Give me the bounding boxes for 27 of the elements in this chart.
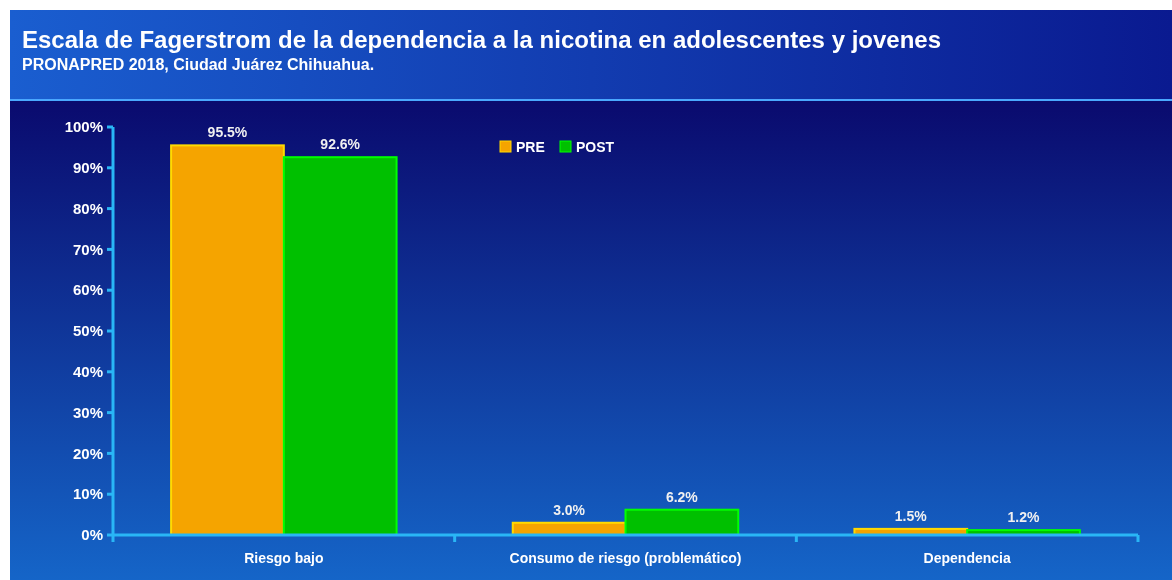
chart-title: Escala de Fagerstrom de la dependencia a la nicotina en adolescentes y jovenes [22, 26, 942, 53]
bar [282, 156, 398, 536]
data-label: 92.6% [320, 136, 361, 153]
y-tick-label: 50% [72, 322, 103, 340]
y-tick-label: 40% [72, 363, 103, 381]
data-label: 1.5% [894, 507, 928, 524]
bar [170, 144, 285, 536]
y-tick-label: 10% [72, 485, 103, 503]
legend-label: PRE [516, 138, 545, 155]
x-tick-label: Dependencia [923, 550, 1011, 566]
data-label: 3.0% [553, 501, 586, 518]
data-label: 6.2% [665, 488, 699, 505]
y-tick-label: 70% [72, 240, 103, 258]
x-tick-label: Consumo de riesgo (problemático) [509, 550, 742, 566]
chart-subtitle: PRONAPRED 2018, Ciudad Juárez Chihuahua. [22, 56, 375, 73]
legend-label: POST [576, 138, 615, 155]
y-tick-label: 100% [64, 118, 103, 136]
y-tick-label: 20% [72, 444, 103, 462]
x-tick-label: Riesgo bajo [244, 550, 324, 566]
data-label: 95.5% [207, 124, 248, 141]
data-label: 1.2% [1007, 509, 1041, 526]
y-tick-label: 0% [81, 526, 103, 544]
bar [624, 508, 740, 536]
y-tick-label: 80% [72, 199, 103, 217]
y-tick-label: 60% [72, 281, 103, 299]
y-tick-label: 90% [72, 159, 103, 177]
y-tick-label: 30% [72, 403, 103, 421]
